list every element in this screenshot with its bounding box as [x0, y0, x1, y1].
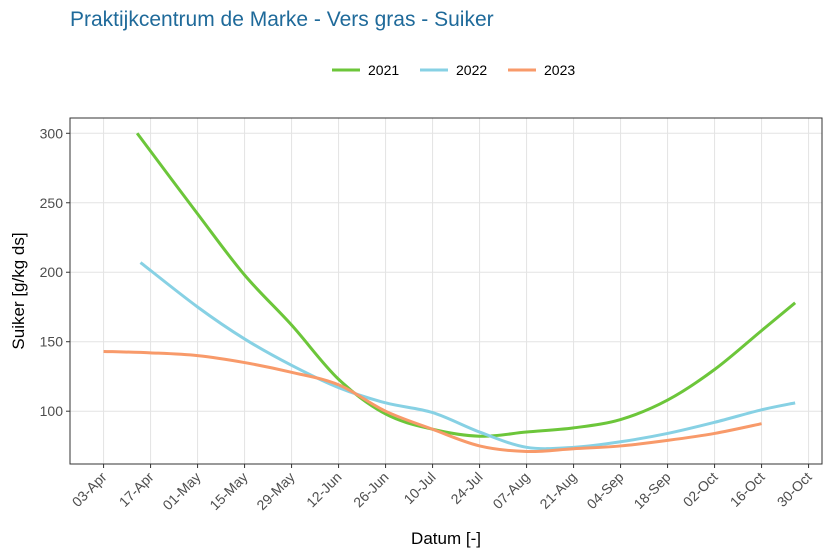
x-tick-label: 03-Apr [69, 469, 110, 510]
y-tick-label: 200 [40, 264, 64, 280]
line-series [103, 349, 762, 454]
line-series [135, 132, 797, 438]
legend-label: 2021 [368, 62, 399, 78]
legend-label: 2022 [456, 62, 487, 78]
x-tick-label: 15-May [206, 469, 250, 513]
x-tick-label: 12-Jun [303, 469, 345, 511]
y-tick-label: 250 [40, 195, 64, 211]
x-tick-label: 04-Sep [583, 469, 626, 512]
x-tick-label: 18-Sep [630, 469, 673, 512]
x-tick-label: 29-May [253, 469, 297, 513]
plot-border [69, 117, 823, 465]
x-tick-label: 02-Oct [680, 469, 721, 510]
chart-title: Praktijkcentrum de Marke - Vers gras - S… [70, 8, 494, 31]
x-tick-label: 07-Aug [489, 469, 532, 512]
x-tick-label: 01-May [159, 469, 203, 513]
plot-background [70, 118, 822, 464]
y-tick-label: 100 [40, 403, 64, 419]
y-tick-label: 300 [40, 125, 64, 141]
line-series [139, 261, 796, 451]
y-tick-label: 150 [40, 334, 64, 350]
x-tick-label: 16-Oct [727, 469, 768, 510]
x-tick-label: 24-Jul [447, 469, 485, 507]
x-tick-label: 10-Jul [400, 469, 438, 507]
x-tick-label: 26-Jun [350, 469, 392, 511]
y-axis-label: Suiker [g/kg ds] [9, 232, 28, 349]
x-tick-label: 21-Aug [536, 469, 579, 512]
x-axis-label: Datum [-] [411, 529, 481, 548]
x-tick-label: 17-Apr [116, 469, 157, 510]
x-tick-label: 30-Oct [774, 469, 815, 510]
legend-label: 2023 [544, 62, 575, 78]
